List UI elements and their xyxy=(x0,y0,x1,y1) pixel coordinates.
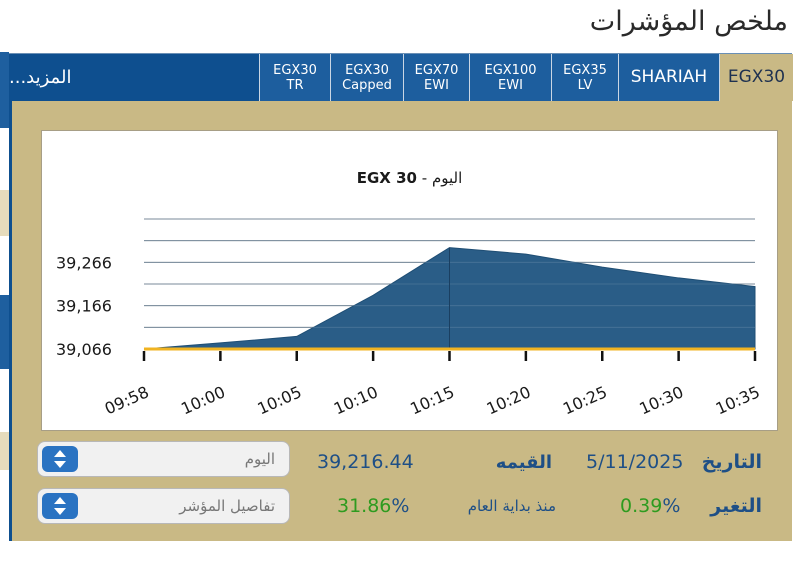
tab-label: EGX30 xyxy=(273,62,317,78)
select-arrows-icon xyxy=(42,493,78,519)
side-panel-edge xyxy=(0,52,9,128)
side-panel-edge xyxy=(0,295,9,369)
x-tick-label: 10:05 xyxy=(255,382,305,418)
tab-sublabel: TR xyxy=(286,77,304,93)
change-value: 0.39% xyxy=(620,495,680,517)
intraday-chart: EGX 30 - اليوم 09:58 10:00 10:05 10:10 10:15… xyxy=(41,130,778,431)
ytd-number: 31.86 xyxy=(337,495,392,517)
percent-sign: % xyxy=(662,495,681,517)
tab-egx30-tr[interactable]: EGX30 TR xyxy=(259,54,330,101)
details-select[interactable]: تفاصيل المؤشر xyxy=(37,488,290,524)
date-value: 5/11/2025 xyxy=(586,451,684,473)
period-select-value: اليوم xyxy=(244,450,275,468)
tab-egx30-capped[interactable]: EGX30 Capped xyxy=(330,54,403,101)
x-tick-label: 10:30 xyxy=(636,382,686,418)
tab-label: SHARIAH xyxy=(630,67,708,87)
date-label: التاريخ xyxy=(701,451,762,473)
x-tick-label: 10:00 xyxy=(178,382,228,418)
chart-plot: 09:58 10:00 10:05 10:10 10:15 10:20 10:25 10:30… xyxy=(56,218,763,418)
tab-egx35-lv[interactable]: EGX35 LV xyxy=(551,54,618,101)
x-tick-label: 10:15 xyxy=(407,382,457,418)
chart-title: EGX 30 - اليوم xyxy=(42,169,777,187)
more-indices-button[interactable]: المزيد... xyxy=(9,54,259,101)
index-value: 39,216.44 xyxy=(317,451,414,473)
tab-sublabel: EWI xyxy=(424,77,449,93)
value-label: القيمه xyxy=(495,452,552,473)
tab-sublabel: Capped xyxy=(342,77,392,93)
page-title: ملخص المؤشرات xyxy=(589,6,788,37)
tab-sublabel: EWI xyxy=(498,77,523,93)
ytd-value: 31.86% xyxy=(337,495,409,517)
chart-title-period: - اليوم xyxy=(421,169,463,187)
tab-label: EGX100 xyxy=(484,62,537,78)
tab-label: EGX30 xyxy=(727,67,786,87)
x-tick-label: 10:35 xyxy=(713,382,763,418)
tab-label: EGX35 xyxy=(563,62,607,78)
tab-shariah[interactable]: SHARIAH xyxy=(618,54,719,101)
change-label: التغير xyxy=(710,495,762,517)
tab-sublabel: LV xyxy=(577,77,593,93)
tab-label: EGX70 xyxy=(414,62,459,78)
chart-title-index: EGX 30 xyxy=(356,169,417,187)
tab-egx70-ewi[interactable]: EGX70 EWI xyxy=(403,54,469,101)
percent-sign: % xyxy=(391,495,410,517)
x-tick-label: 10:10 xyxy=(331,382,381,418)
index-summary-panel: EGX 30 - اليوم 09:58 10:00 10:05 10:10 10:15… xyxy=(9,101,792,541)
x-tick-label: 10:20 xyxy=(484,382,534,418)
tab-egx100-ewi[interactable]: EGX100 EWI xyxy=(469,54,551,101)
select-arrows-icon xyxy=(42,446,78,472)
index-tabs-bar: المزيد... EGX30 TR EGX30 Capped EGX70 EW… xyxy=(9,53,793,101)
y-tick-label: 39,266 xyxy=(56,253,112,272)
period-select[interactable]: اليوم xyxy=(37,441,290,477)
y-tick-label: 39,066 xyxy=(56,340,112,359)
details-select-value: تفاصيل المؤشر xyxy=(179,497,275,515)
side-panel-edge xyxy=(0,190,9,236)
side-panel-edge xyxy=(0,432,9,470)
x-tick-label: 09:58 xyxy=(102,382,152,418)
change-number: 0.39 xyxy=(620,495,663,517)
x-tick-label: 10:25 xyxy=(560,382,610,418)
tab-label: EGX30 xyxy=(345,62,389,78)
tab-egx30[interactable]: EGX30 xyxy=(719,54,793,101)
y-tick-label: 39,166 xyxy=(56,297,112,316)
ytd-label: منذ بداية العام xyxy=(467,497,556,515)
